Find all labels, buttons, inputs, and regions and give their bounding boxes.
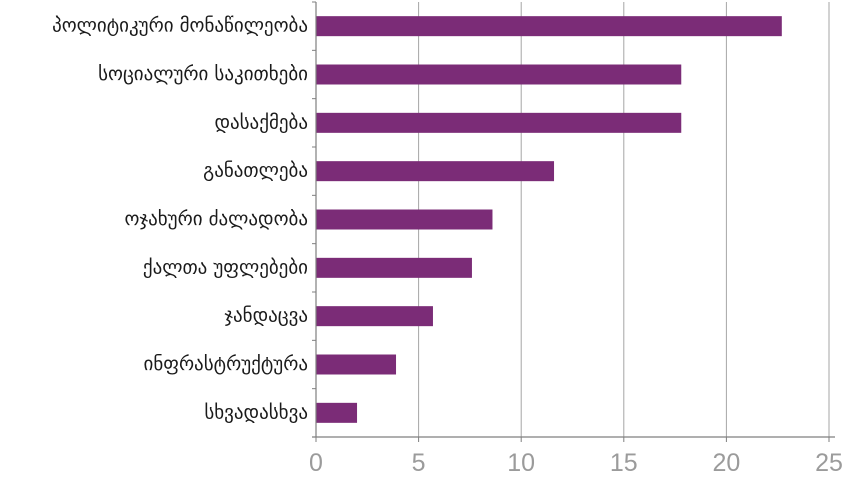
category-labels: პოლიტიკური მონაწილეობა სოციალური საკითხებ… — [52, 15, 308, 424]
category-label: ჯანდაცვა — [224, 305, 308, 327]
bar — [316, 209, 493, 230]
x-tick-label: 10 — [507, 449, 535, 477]
bar — [316, 64, 682, 85]
category-label: სოციალური საკითხები — [98, 63, 308, 85]
category-label: პოლიტიკური მონაწილეობა — [52, 15, 308, 37]
x-tick-label: 20 — [712, 449, 740, 477]
bar — [316, 16, 782, 37]
x-tick-label: 15 — [610, 449, 638, 477]
bars — [316, 16, 782, 423]
category-label: განათლება — [203, 160, 308, 182]
bar — [316, 112, 682, 133]
category-label: სხვადასხვა — [204, 401, 308, 423]
category-label: დასაქმება — [214, 111, 308, 133]
x-tick-label: 0 — [309, 449, 323, 477]
bar — [316, 354, 397, 375]
bar — [316, 257, 472, 278]
x-tick-label: 25 — [815, 449, 843, 477]
category-label: ოჯახური ძალადობა — [125, 208, 308, 230]
bar — [316, 161, 555, 182]
bar — [316, 306, 433, 327]
bar — [316, 402, 358, 423]
x-tick-label: 5 — [412, 449, 426, 477]
category-label: ქალთა უფლებები — [143, 256, 308, 278]
category-label: ინფრასტრუქტურა — [144, 353, 309, 375]
x-tick-labels: 0 5 10 15 20 25 — [309, 449, 843, 477]
axes — [312, 1, 835, 442]
